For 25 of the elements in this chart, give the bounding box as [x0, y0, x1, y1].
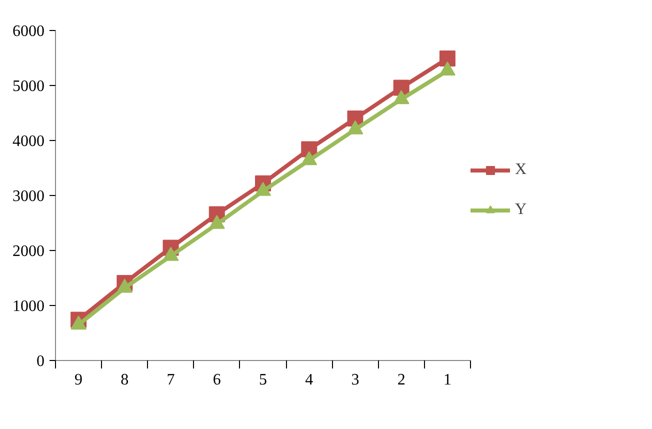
- legend-label: X: [515, 161, 528, 179]
- x-tick-label: 8: [120, 372, 129, 388]
- point: [439, 50, 456, 67]
- point: [70, 316, 87, 330]
- y-tick-label: 4000: [12, 133, 44, 150]
- point: [162, 246, 179, 261]
- point: [301, 151, 318, 166]
- x-tick-label: 2: [397, 372, 406, 388]
- y-tick-label: 2000: [12, 243, 44, 260]
- y-tick-label: 6000: [12, 23, 44, 40]
- y-tick-label: 3000: [12, 188, 44, 205]
- x-tick-label: 7: [166, 372, 175, 388]
- x-tick-label: 4: [305, 372, 314, 388]
- x-tick-label: 1: [443, 372, 452, 388]
- x-tick-label: 9: [74, 372, 83, 388]
- y-tick-label: 5000: [12, 78, 44, 95]
- x-tick-label: 6: [212, 372, 221, 388]
- x-tick-label: 3: [351, 372, 360, 388]
- point: [208, 214, 225, 229]
- legend-label: Y: [515, 201, 528, 219]
- point: [116, 278, 133, 293]
- point: [255, 182, 271, 196]
- x-tick-label: 5: [259, 372, 267, 388]
- y-tick-label: 0: [36, 353, 44, 370]
- y-tick-label: 1000: [12, 298, 44, 315]
